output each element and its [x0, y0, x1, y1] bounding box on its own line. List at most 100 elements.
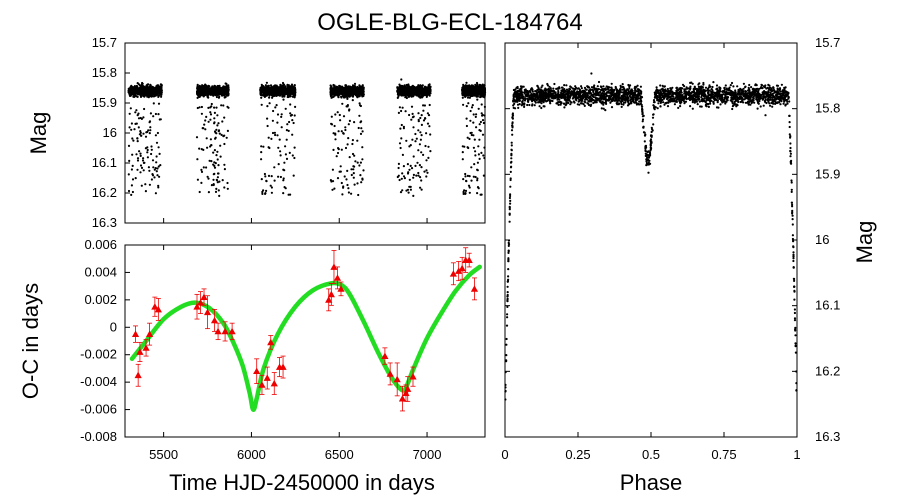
- lightcurve-point: [344, 86, 347, 89]
- lightcurve-point: [359, 121, 362, 124]
- lightcurve-point: [409, 188, 412, 191]
- lightcurve-point: [157, 113, 160, 116]
- lightcurve-point: [136, 114, 139, 117]
- lightcurve-point: [140, 184, 143, 187]
- lightcurve-point: [129, 107, 132, 110]
- lightcurve-point: [282, 98, 285, 101]
- lightcurve-point: [398, 106, 401, 109]
- lightcurve-point: [417, 171, 420, 175]
- lightcurve-point: [283, 161, 286, 164]
- lightcurve-point: [210, 144, 213, 147]
- lightcurve-point: [351, 89, 354, 92]
- lightcurve-point: [280, 85, 283, 88]
- lightcurve-point: [139, 154, 142, 157]
- lightcurve-point: [133, 128, 136, 131]
- lightcurve-point: [340, 89, 344, 92]
- lightcurve-point: [409, 86, 412, 89]
- lightcurve-point: [411, 138, 414, 141]
- lightcurve-point: [203, 85, 207, 88]
- lightcurve-point: [352, 172, 355, 175]
- lightcurve-point: [347, 92, 350, 95]
- lightcurve-point: [358, 114, 361, 117]
- lightcurve-point: [207, 177, 210, 180]
- lightcurve-point: [209, 88, 212, 92]
- lightcurve-point: [223, 134, 226, 137]
- lightcurve-point: [148, 169, 151, 172]
- lightcurve-point: [418, 164, 421, 167]
- lightcurve-point: [274, 106, 277, 109]
- lightcurve-point: [407, 171, 410, 174]
- lightcurve-point: [347, 191, 350, 194]
- lightcurve-point: [135, 109, 138, 112]
- lightcurve-point: [223, 96, 226, 99]
- lightcurve-point: [158, 152, 161, 155]
- lightcurve-point: [346, 104, 349, 107]
- lightcurve-point: [405, 189, 408, 192]
- lightcurve-point: [422, 109, 425, 112]
- lightcurve-point: [348, 85, 351, 88]
- lightcurve-point: [265, 189, 268, 192]
- lightcurve-point: [337, 148, 340, 151]
- lightcurve-point: [212, 151, 215, 154]
- lightcurve-point: [213, 149, 216, 152]
- lightcurve-point: [420, 188, 423, 191]
- lightcurve-point: [336, 151, 340, 155]
- lightcurve-point: [352, 168, 355, 171]
- lightcurve-point: [332, 148, 335, 151]
- lightcurve-point: [412, 94, 415, 97]
- lightcurve-point: [222, 87, 225, 90]
- lightcurve-point: [476, 186, 480, 189]
- lightcurve-point: [408, 168, 411, 171]
- lightcurve-point: [402, 94, 405, 97]
- lightcurve-point: [215, 95, 218, 99]
- lightcurve-point: [158, 118, 161, 121]
- lightcurve-point: [419, 176, 422, 179]
- lightcurve-point: [198, 95, 201, 98]
- lightcurve-point: [353, 121, 356, 124]
- lightcurve-point: [288, 120, 291, 124]
- lightcurve-point: [329, 179, 332, 182]
- lightcurve-point: [210, 91, 213, 95]
- lightcurve-point: [130, 84, 133, 87]
- lightcurve-point: [216, 150, 219, 153]
- lightcurve-point: [260, 103, 263, 106]
- lightcurve-point: [356, 139, 359, 142]
- lightcurve-point: [279, 150, 282, 153]
- lightcurve-point: [341, 193, 344, 196]
- lightcurve-point: [334, 132, 337, 135]
- lightcurve-point: [360, 127, 363, 130]
- lightcurve-point: [347, 123, 350, 126]
- lightcurve-point: [226, 84, 229, 87]
- lightcurve-point: [160, 83, 163, 86]
- lightcurve-point: [427, 145, 430, 148]
- lightcurve-point: [404, 85, 407, 88]
- lightcurve-point: [160, 86, 163, 89]
- lightcurve-point: [155, 155, 158, 158]
- lightcurve-point: [463, 145, 466, 148]
- lightcurve-point: [359, 104, 362, 107]
- lightcurve-point: [132, 86, 135, 89]
- lightcurve-point: [350, 192, 353, 195]
- lightcurve-point: [221, 179, 224, 182]
- lightcurve-point: [279, 92, 282, 95]
- lightcurve-points: [127, 78, 487, 197]
- lightcurve-point: [266, 105, 269, 108]
- lightcurve-point: [156, 167, 159, 170]
- lightcurve-point: [151, 159, 155, 162]
- lightcurve-point: [334, 138, 337, 141]
- lightcurve-point: [344, 146, 348, 150]
- lightcurve-point: [200, 181, 203, 184]
- lightcurve-point: [463, 189, 466, 192]
- lightcurve-point: [270, 87, 273, 90]
- lightcurve-point: [287, 129, 290, 132]
- lightcurve-point: [215, 91, 218, 94]
- lightcurve-point: [273, 179, 276, 182]
- lightcurve-point: [264, 175, 267, 178]
- lightcurve-point: [275, 88, 278, 91]
- lightcurve-point: [264, 192, 267, 195]
- lightcurve-point: [292, 91, 295, 94]
- lightcurve-point: [276, 134, 279, 137]
- lightcurve-point: [217, 189, 220, 192]
- lightcurve-point: [465, 180, 468, 183]
- lightcurve-point: [282, 177, 285, 180]
